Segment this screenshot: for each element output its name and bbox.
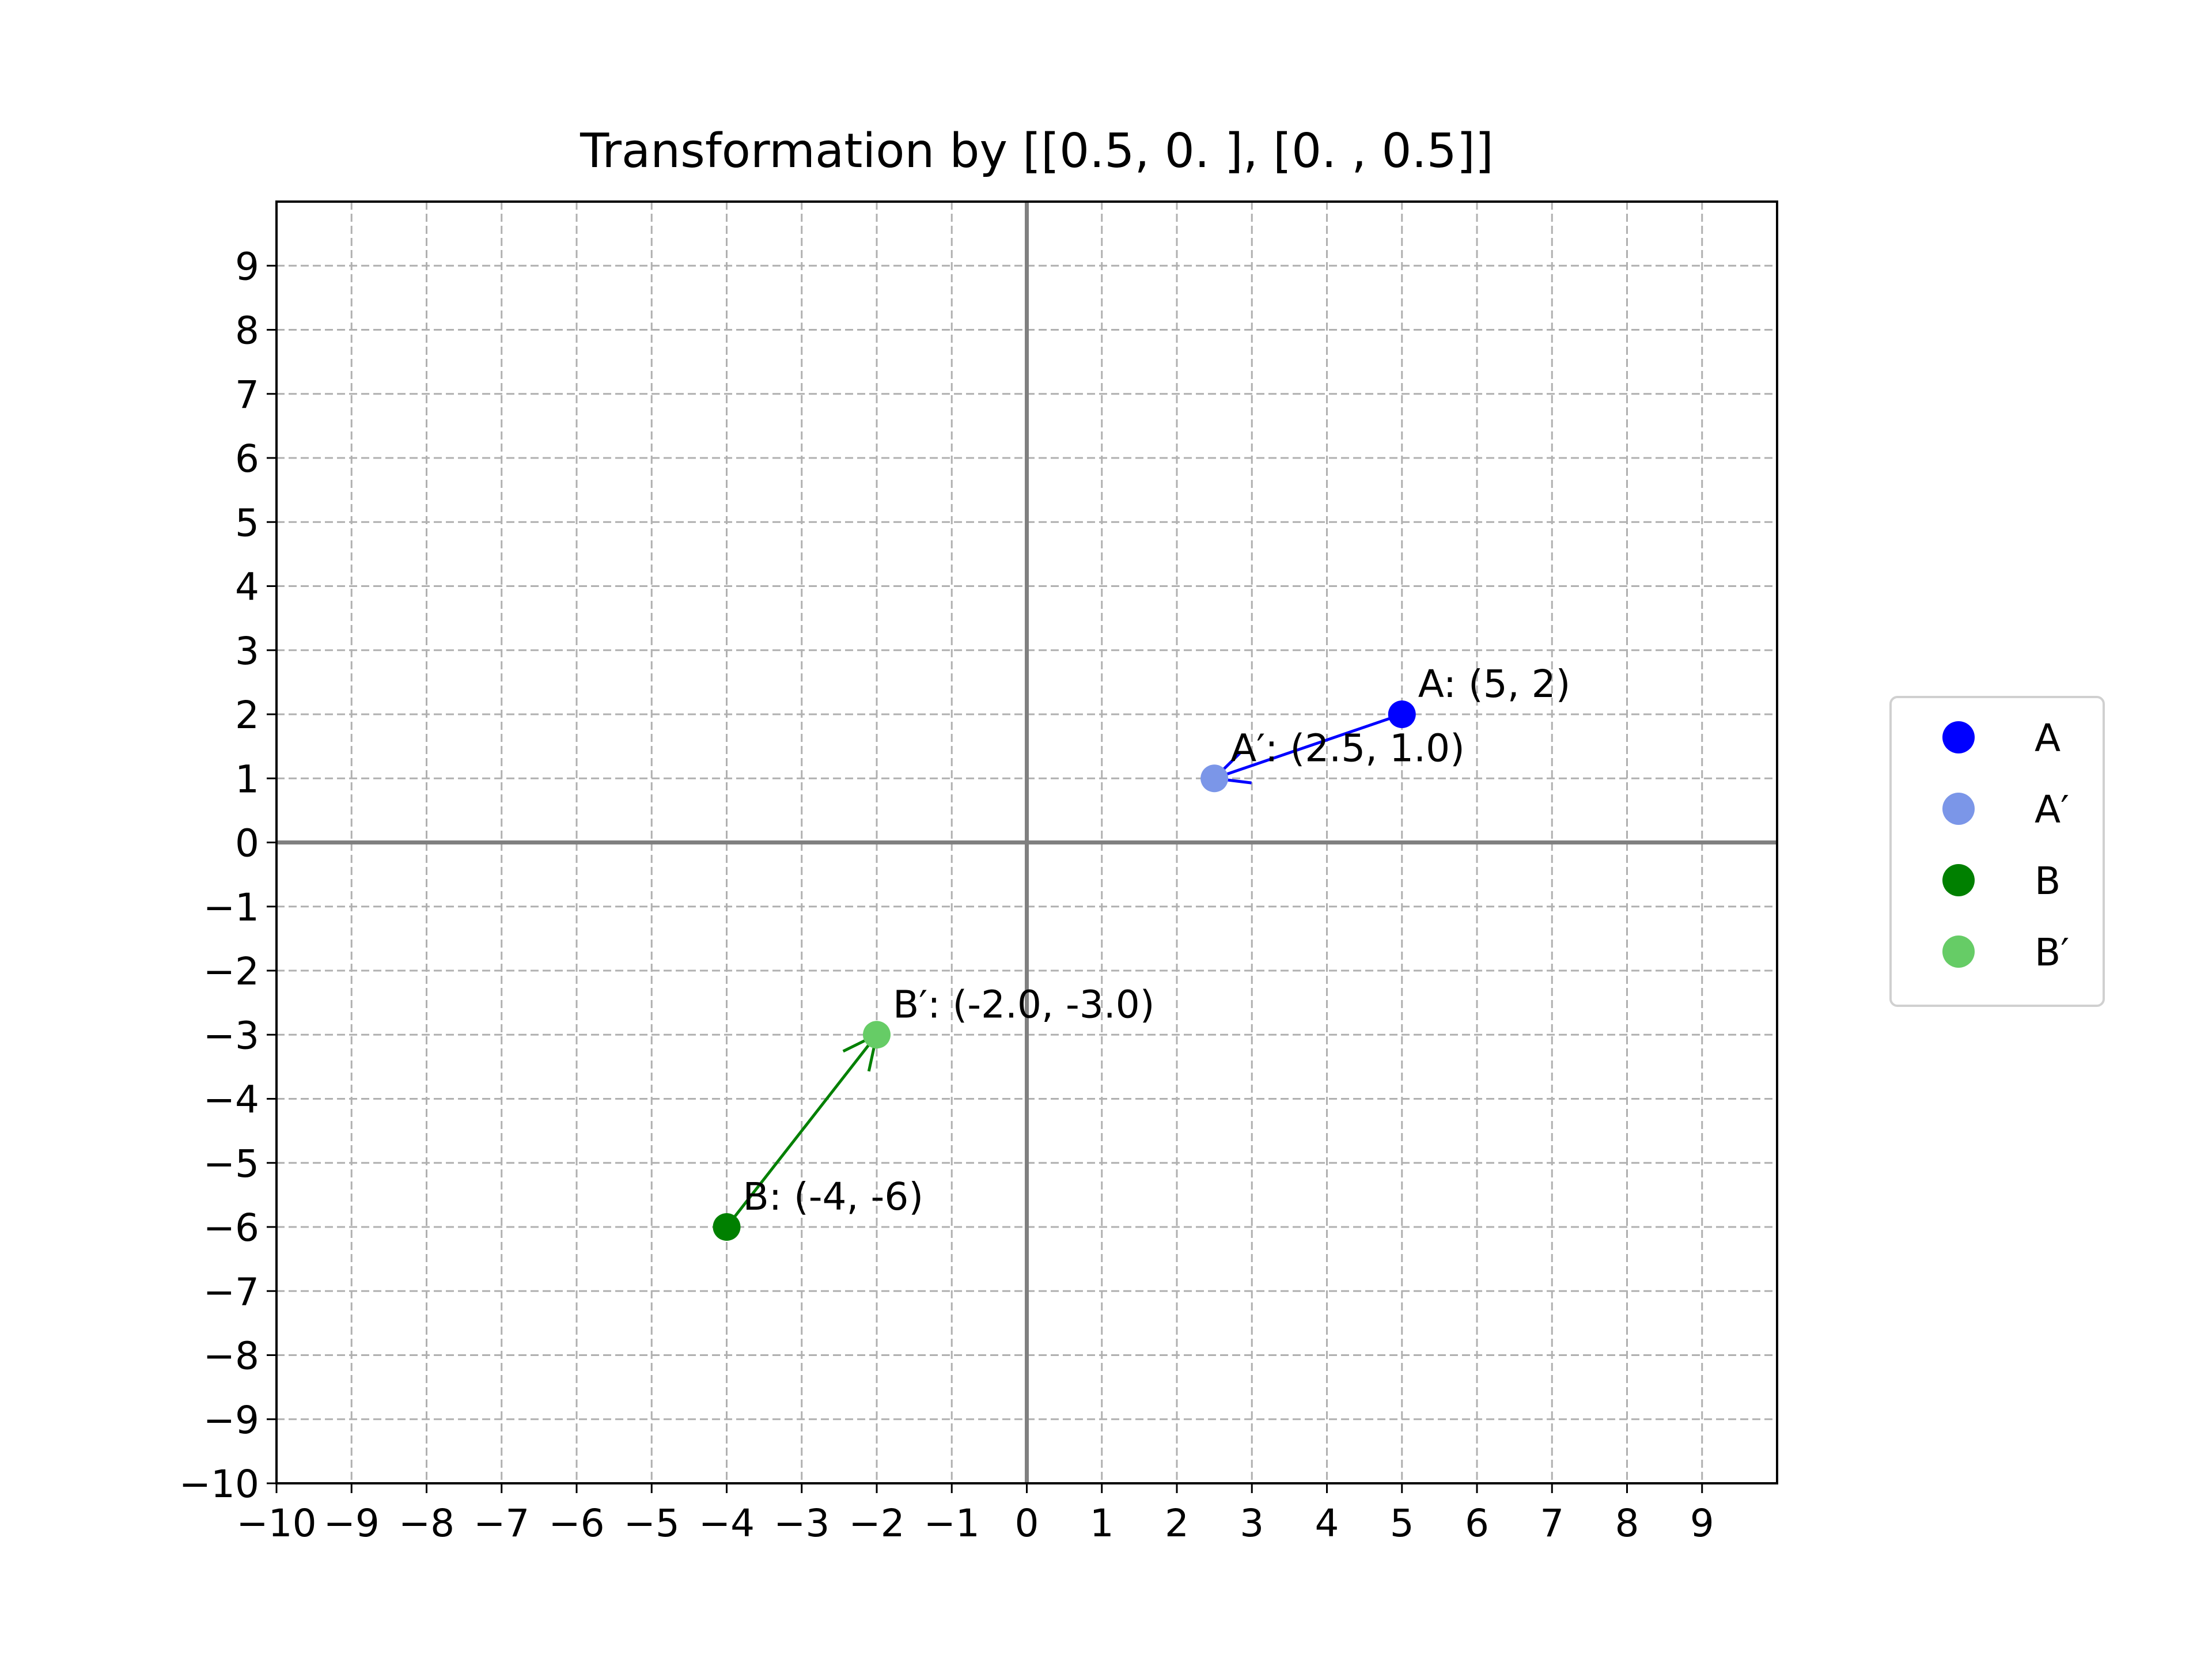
legend-marker bbox=[1942, 793, 1975, 825]
x-tick-label: −2 bbox=[849, 1501, 904, 1546]
x-tick-label: −7 bbox=[474, 1501, 529, 1546]
x-tick-label: 4 bbox=[1315, 1501, 1339, 1546]
x-tick-label: −10 bbox=[236, 1501, 316, 1546]
legend-marker bbox=[1942, 721, 1975, 753]
axis-ticks: −10 −9 −8 −7 −6 −5 −4 −3 −2 −1 0 1 2 3 4 5 6 7 8 9−10−9−8−7… bbox=[179, 244, 1714, 1546]
x-tick-label: −8 bbox=[399, 1501, 454, 1546]
y-tick-label: −9 bbox=[203, 1398, 259, 1442]
y-tick-label: 8 bbox=[235, 309, 259, 353]
transformation-arrows bbox=[725, 713, 1403, 1228]
point-annotation: A: (5, 2) bbox=[1418, 662, 1571, 706]
legend-label: A bbox=[2035, 716, 2061, 760]
data-point bbox=[1388, 700, 1416, 728]
x-tick-label: 8 bbox=[1615, 1501, 1639, 1546]
y-tick-label: −2 bbox=[203, 949, 259, 994]
legend-label: A′ bbox=[2035, 787, 2069, 832]
y-tick-label: −6 bbox=[203, 1206, 259, 1250]
data-point bbox=[1200, 764, 1229, 793]
x-tick-label: 6 bbox=[1465, 1501, 1489, 1546]
point-annotations: A: (5, 2) A′: (2.5, 1.0) B: (-4, -6) B′: (-… bbox=[743, 662, 1571, 1219]
y-tick-label: 6 bbox=[235, 437, 259, 481]
legend: A A′ B B′ bbox=[1889, 696, 2105, 1007]
legend-marker bbox=[1942, 864, 1975, 896]
y-tick-label: 1 bbox=[235, 757, 259, 801]
x-tick-label: −1 bbox=[924, 1501, 980, 1546]
y-tick-label: 4 bbox=[235, 565, 259, 609]
x-tick-label: 0 bbox=[1015, 1501, 1039, 1546]
y-tick-label: 7 bbox=[235, 373, 259, 417]
x-tick-label: 2 bbox=[1165, 1501, 1189, 1546]
legend-box bbox=[1889, 696, 2105, 1007]
point-annotation: B′: (-2.0, -3.0) bbox=[893, 982, 1155, 1027]
arrow-shaft bbox=[1214, 713, 1403, 780]
y-tick-label: 5 bbox=[235, 501, 259, 545]
x-tick-label: −3 bbox=[774, 1501, 830, 1546]
y-tick-label: 2 bbox=[235, 693, 259, 737]
y-tick-label: 3 bbox=[235, 629, 259, 673]
x-tick-label: −4 bbox=[699, 1501, 755, 1546]
point-annotation: B: (-4, -6) bbox=[743, 1175, 924, 1219]
legend-marker bbox=[1942, 935, 1975, 968]
data-point bbox=[713, 1213, 741, 1241]
x-tick-label: 9 bbox=[1690, 1501, 1714, 1546]
y-tick-label: −8 bbox=[203, 1334, 259, 1378]
data-point bbox=[863, 1021, 891, 1049]
point-annotation: A′: (2.5, 1.0) bbox=[1230, 726, 1465, 770]
x-tick-label: 7 bbox=[1540, 1501, 1564, 1546]
y-tick-label: 9 bbox=[235, 244, 259, 289]
y-tick-label: −5 bbox=[203, 1142, 259, 1186]
y-tick-label: −4 bbox=[203, 1078, 259, 1122]
data-points bbox=[713, 700, 1416, 1241]
y-tick-label: −3 bbox=[203, 1013, 259, 1058]
y-tick-label: −10 bbox=[179, 1462, 259, 1506]
x-tick-label: −5 bbox=[624, 1501, 680, 1546]
y-tick-label: −7 bbox=[203, 1270, 259, 1314]
zero-axes bbox=[276, 202, 1777, 1483]
x-tick-label: −6 bbox=[548, 1501, 604, 1546]
legend-label: B′ bbox=[2035, 930, 2069, 975]
y-tick-label: 0 bbox=[235, 821, 259, 866]
arrow-shaft bbox=[725, 1033, 878, 1228]
legend-label: B bbox=[2035, 859, 2061, 903]
y-tick-label: −1 bbox=[203, 885, 259, 930]
x-tick-label: 5 bbox=[1390, 1501, 1414, 1546]
chart-title: Transformation by [[0.5, 0. ], [0. , 0.5… bbox=[579, 124, 1494, 179]
x-tick-label: 3 bbox=[1240, 1501, 1264, 1546]
x-tick-label: −9 bbox=[324, 1501, 380, 1546]
x-tick-label: 1 bbox=[1090, 1501, 1114, 1546]
